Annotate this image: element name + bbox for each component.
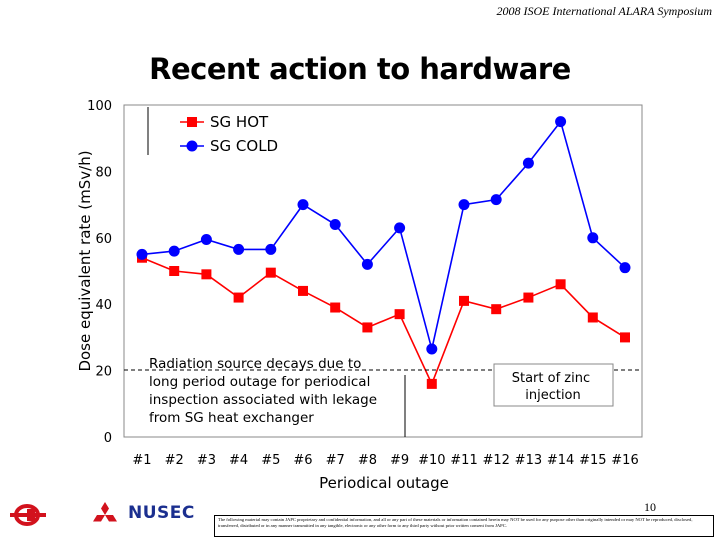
data-point-sg-cold	[555, 116, 567, 128]
data-point-sg-cold	[265, 243, 277, 255]
series-line-sg-cold	[141, 119, 626, 350]
data-point-sg-hot	[169, 266, 180, 276]
x-tick-label: #5	[261, 453, 280, 468]
data-point-sg-cold	[522, 157, 534, 169]
x-tick-label: #10	[418, 453, 445, 468]
y-tick-label: 80	[95, 165, 112, 180]
data-point-sg-hot	[459, 295, 469, 306]
x-tick-label: #14	[547, 453, 574, 468]
data-point-sg-cold	[361, 258, 373, 270]
x-tick-label: #7	[326, 453, 345, 468]
annotation-decay: Radiation source decays due to long peri…	[149, 356, 381, 426]
y-tick-label: 40	[95, 298, 112, 313]
x-tick-label: #8	[358, 453, 377, 468]
page-number: 10	[644, 500, 656, 514]
data-point-sg-cold	[619, 262, 631, 274]
legend: SG HOT SG COLD	[180, 113, 278, 155]
x-tick-label: #11	[450, 453, 477, 468]
y-tick-label: 20	[95, 365, 112, 380]
annotation-decay-line-4: from SG heat exchanger	[149, 410, 314, 426]
slide-title: Recent action to hardware	[149, 52, 571, 86]
data-point-sg-hot	[362, 322, 373, 333]
x-tick-label: #3	[197, 453, 216, 468]
x-tick-label: #12	[482, 453, 509, 468]
data-point-sg-hot	[426, 378, 437, 389]
mitsubishi-logo	[93, 502, 117, 522]
y-tick-label: 60	[95, 232, 112, 247]
nusec-logo: NUSEC	[128, 503, 195, 523]
annotation-zinc-line-1: Start of zinc	[512, 371, 590, 386]
footer-logos	[10, 502, 117, 526]
data-point-sg-hot	[394, 309, 405, 320]
data-point-sg-hot	[201, 269, 212, 280]
x-tick-label: #16	[611, 453, 638, 468]
data-point-sg-cold	[394, 222, 406, 234]
japc-logo	[10, 504, 46, 526]
data-point-sg-hot	[298, 285, 308, 296]
data-point-sg-hot	[233, 292, 244, 303]
data-point-sg-hot	[330, 302, 341, 313]
legend-marker	[187, 117, 197, 127]
legend-label: SG COLD	[210, 137, 278, 155]
annotation-decay-line-2: long period outage for periodical	[149, 374, 370, 390]
data-point-sg-hot	[491, 304, 502, 315]
data-point-sg-cold	[329, 219, 341, 231]
annotation-decay-line-3: inspection associated with lekage	[149, 392, 377, 408]
data-point-sg-cold	[168, 245, 180, 257]
x-tick-label: #1	[132, 453, 151, 468]
annotation-zinc: Start of zinc injection	[512, 371, 595, 403]
data-point-sg-cold	[200, 233, 212, 245]
confidentiality-disclaimer: The following material may contain JAPC …	[214, 515, 714, 537]
x-tick-label: #6	[293, 453, 312, 468]
annotation-decay-line-1: Radiation source decays due to	[149, 356, 361, 372]
x-tick-label: #15	[579, 453, 606, 468]
y-tick-label: 0	[104, 431, 112, 446]
data-point-sg-cold	[297, 199, 309, 211]
x-tick-label: #4	[229, 453, 248, 468]
data-point-sg-cold	[426, 343, 438, 355]
annotation-zinc-line-2: injection	[525, 388, 581, 403]
data-point-sg-hot	[587, 312, 598, 323]
data-point-sg-hot	[265, 267, 276, 278]
data-point-sg-cold	[458, 199, 470, 211]
symposium-header: 2008 ISOE International ALARA Symposium	[496, 4, 712, 18]
data-point-sg-hot	[555, 279, 566, 290]
series-line-sg-hot	[141, 256, 626, 386]
x-tick-label: #9	[390, 453, 409, 468]
x-axis-label: Periodical outage	[319, 474, 449, 492]
x-tick-label: #13	[515, 453, 542, 468]
x-tick-label: #2	[165, 453, 184, 468]
legend-marker	[186, 140, 198, 152]
y-tick-label: 100	[87, 99, 112, 114]
data-point-sg-cold	[490, 194, 502, 206]
data-point-sg-hot	[523, 292, 534, 303]
legend-label: SG HOT	[210, 113, 269, 131]
data-point-sg-cold	[587, 232, 599, 244]
annotation-box-zinc	[493, 363, 614, 407]
data-point-sg-cold	[136, 248, 148, 260]
data-point-sg-hot	[620, 332, 630, 343]
y-axis-label: Dose equivalent rate (mSv/h)	[76, 150, 94, 371]
data-point-sg-cold	[233, 243, 245, 255]
